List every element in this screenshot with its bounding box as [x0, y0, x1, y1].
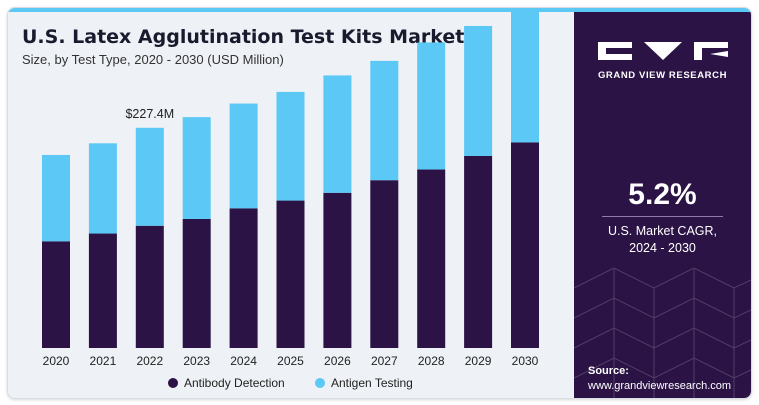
chart-title: U.S. Latex Agglutination Test Kits Marke…	[22, 26, 465, 48]
bar-antibody-2030	[511, 142, 539, 348]
legend-item-antibody: Antibody Detection	[168, 376, 285, 390]
chart-card: U.S. Latex Agglutination Test Kits Marke…	[7, 7, 752, 399]
source-link[interactable]: www.grandviewresearch.com	[588, 380, 732, 392]
x-tick-label: 2022	[136, 354, 163, 368]
x-tick-label: 2020	[43, 354, 70, 368]
bar-antigen-2020	[42, 154, 70, 242]
bar-antibody-2028	[417, 169, 446, 348]
bar-antigen-2023	[182, 117, 211, 219]
legend-swatch-antigen	[315, 378, 325, 388]
bar-antibody-2024	[229, 208, 258, 348]
bar-antigen-2028	[417, 42, 446, 170]
cagr-label: U.S. Market CAGR, 2024 - 2030	[574, 223, 751, 257]
x-tick-label: 2027	[371, 354, 398, 368]
legend-label-antibody: Antibody Detection	[184, 376, 285, 390]
bar-antibody-2023	[182, 218, 211, 348]
x-tick-label: 2026	[324, 354, 351, 368]
data-label-annotation: $227.4M	[125, 107, 174, 121]
stacked-bar-chart: 2020 2021 2022 2023 2024 2025 2026 2027 2028 2029…	[42, 12, 539, 368]
bar-antigen-2025	[276, 91, 305, 201]
chart-area: U.S. Latex Agglutination Test Kits Marke…	[8, 12, 574, 398]
bar-antigen-2026	[323, 75, 352, 193]
x-tick-label: 2030	[512, 354, 539, 368]
cagr-label-line1: U.S. Market CAGR,	[607, 224, 718, 238]
bar-antibody-2027	[370, 180, 399, 348]
bar-antigen-2029	[464, 25, 493, 156]
cagr-divider	[602, 216, 723, 217]
x-tick-label: 2025	[277, 354, 304, 368]
bar-antibody-2029	[464, 155, 493, 348]
bar-antigen-2030	[511, 12, 539, 143]
bar-antigen-2022	[135, 127, 164, 226]
bar-antibody-2026	[323, 192, 352, 348]
source-label: Source:	[588, 365, 629, 377]
brand-panel: GRAND VIEW RESEARCH 5.2% U.S. Market CAG…	[574, 12, 751, 398]
x-tick-label: 2024	[230, 354, 257, 368]
x-tick-label: 2029	[465, 354, 492, 368]
x-tick-label: 2023	[183, 354, 210, 368]
bar-antibody-2020	[42, 241, 70, 348]
x-tick-label: 2028	[418, 354, 445, 368]
bar-antibody-2022	[135, 225, 164, 348]
bar-antibody-2021	[88, 233, 117, 348]
bar-antigen-2027	[370, 60, 399, 181]
legend-label-antigen: Antigen Testing	[331, 376, 413, 390]
cagr-value: 5.2%	[628, 178, 697, 211]
chart-subtitle: Size, by Test Type, 2020 - 2030 (USD Mil…	[22, 52, 284, 67]
bar-antigen-2021	[88, 143, 117, 234]
accent-bar	[8, 8, 751, 12]
grand-view-research-logo	[598, 42, 728, 60]
legend-swatch-antibody	[168, 378, 178, 388]
decorative-pattern	[574, 268, 751, 398]
bar-antigen-2024	[229, 103, 258, 209]
bar-antibody-2025	[276, 200, 305, 348]
x-tick-label: 2021	[90, 354, 117, 368]
cagr-label-line2: 2024 - 2030	[629, 241, 696, 255]
brand-name: GRAND VIEW RESEARCH	[597, 70, 728, 81]
legend-item-antigen: Antigen Testing	[315, 376, 413, 390]
